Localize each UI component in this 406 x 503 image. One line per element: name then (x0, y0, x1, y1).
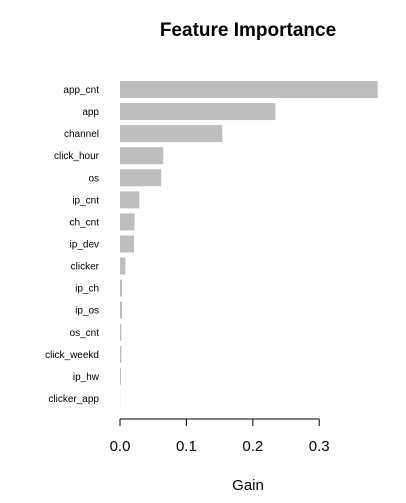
bar-os-cnt (120, 323, 122, 341)
y-tick-label-channel: channel (64, 129, 99, 140)
y-tick-label-clicker: clicker (71, 262, 100, 273)
y-tick-label-os-cnt: os_cnt (70, 328, 100, 339)
y-tick-label-app: app (82, 107, 99, 118)
y-tick-label-ch-cnt: ch_cnt (70, 217, 100, 228)
bar-channel (120, 125, 223, 143)
y-tick-label-os: os (88, 173, 99, 184)
bar-ip-dev (120, 235, 134, 253)
x-tick-label: 0.1 (176, 438, 197, 455)
y-tick-label-click-hour: click_hour (54, 151, 100, 162)
x-tick-label: 0.0 (110, 438, 131, 455)
bar-click-hour (120, 147, 164, 165)
x-tick-label: 0.2 (242, 438, 263, 455)
chart-title: Feature Importance (160, 20, 336, 41)
bar-app-cnt (120, 81, 378, 98)
x-tick-label: 0.3 (309, 438, 330, 455)
y-tick-label-ip-cnt: ip_cnt (72, 195, 99, 206)
bar-ch-cnt (120, 213, 135, 231)
bar-ip-hw (120, 367, 121, 385)
x-axis-label: Gain (232, 477, 264, 494)
y-tick-label-click-weekd: click_weekd (45, 350, 99, 361)
bar-app (120, 103, 276, 121)
y-tick-label-ip-os: ip_os (75, 306, 99, 317)
bar-ip-cnt (120, 191, 140, 209)
y-tick-label-clicker-app: clicker_app (48, 394, 99, 405)
bar-ip-ch (120, 279, 122, 297)
bar-ip-os (120, 301, 122, 319)
bar-os (120, 169, 162, 187)
y-tick-label-ip-dev: ip_dev (70, 239, 99, 250)
bars-group (120, 81, 378, 407)
bar-clicker (120, 257, 126, 275)
y-tick-label-ip-ch: ip_ch (75, 284, 99, 295)
x-axis: 0.0 0.1 0.2 0.3 (110, 418, 330, 455)
y-tick-label-app-cnt: app_cnt (63, 85, 99, 96)
bar-click-weekd (120, 345, 122, 363)
y-tick-label-ip-hw: ip_hw (73, 372, 100, 383)
